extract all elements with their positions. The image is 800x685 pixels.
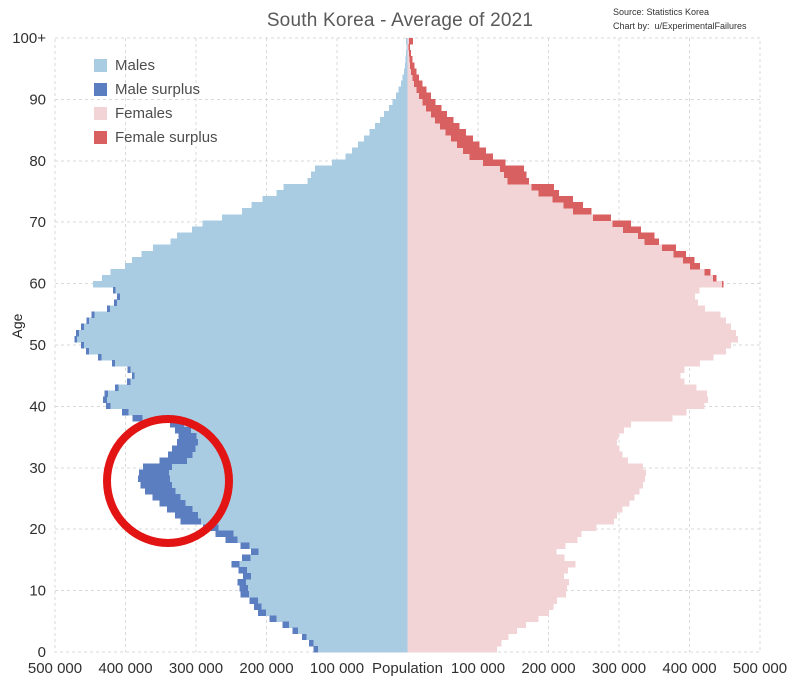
svg-text:50: 50 [29, 337, 46, 354]
x-axis-title: Population [372, 660, 443, 677]
svg-text:400 000: 400 000 [662, 660, 716, 677]
chart-author-line: Chart by: u/ExperimentalFailures [613, 20, 747, 31]
svg-text:90: 90 [29, 91, 46, 108]
y-axis-tick-labels: 0 10 20 30 40 50 60 70 80 90 100+ [12, 30, 46, 661]
males-swatch-icon [94, 58, 107, 72]
legend-label: Male surplus [115, 80, 201, 98]
svg-text:400 000: 400 000 [98, 660, 152, 677]
svg-text:200 000: 200 000 [521, 660, 575, 677]
svg-text:30: 30 [29, 460, 46, 477]
svg-text:10: 10 [29, 583, 46, 600]
males-series [76, 38, 408, 653]
legend-item-females: Females [94, 104, 218, 122]
svg-text:500 000: 500 000 [28, 660, 82, 677]
source-line: Source: Statistics Korea [613, 7, 710, 17]
chart-title: South Korea - Average of 2021 [266, 10, 534, 31]
svg-text:100 000: 100 000 [310, 660, 364, 677]
legend-label: Females [115, 104, 173, 122]
svg-text:200 000: 200 000 [239, 660, 293, 677]
source-credit: Source: Statistics Korea Chart by: u/Expe… [613, 6, 747, 34]
svg-text:100 000: 100 000 [451, 660, 505, 677]
legend-label: Female surplus [115, 128, 218, 146]
svg-text:40: 40 [29, 398, 46, 415]
svg-text:70: 70 [29, 214, 46, 231]
red-highlight-circle [103, 415, 233, 547]
legend-item-males: Males [94, 56, 218, 74]
x-axis-tick-labels: 100 000 100 000 200 000 200 000 300 000 300 0… [28, 660, 787, 677]
svg-text:0: 0 [38, 644, 46, 661]
chart-legend: Males Male surplus Females Female surplu… [94, 56, 218, 154]
female-surplus-series [408, 38, 724, 288]
legend-item-female-surplus: Female surplus [94, 128, 218, 146]
svg-text:60: 60 [29, 276, 46, 293]
female-surplus-swatch-icon [94, 130, 107, 144]
legend-label: Males [115, 56, 156, 74]
legend-item-male-surplus: Male surplus [94, 80, 218, 98]
svg-text:100+: 100+ [12, 30, 46, 47]
females-swatch-icon [94, 106, 107, 120]
male-surplus-swatch-icon [94, 82, 107, 96]
svg-text:20: 20 [29, 521, 46, 538]
svg-text:300 000: 300 000 [169, 660, 223, 677]
svg-text:80: 80 [29, 153, 46, 170]
male-surplus-series [74, 287, 318, 653]
svg-text:300 000: 300 000 [592, 660, 646, 677]
females-series [407, 38, 739, 653]
svg-text:500 000: 500 000 [733, 660, 787, 677]
